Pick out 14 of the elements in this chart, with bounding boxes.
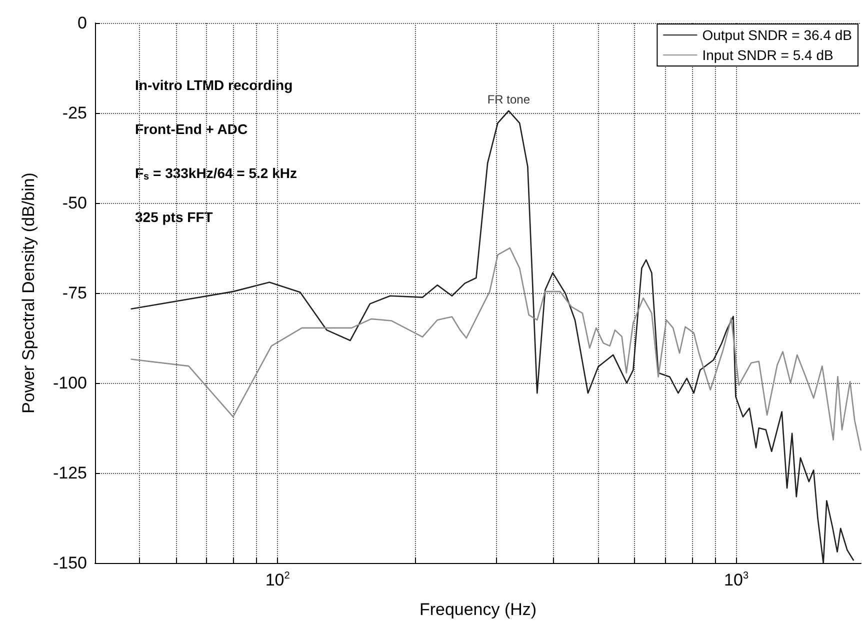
y-tick-label: 0 [78, 14, 87, 32]
annotation: In-vitro LTMD recording [135, 77, 293, 93]
annotation: Front-End + ADC [135, 121, 248, 137]
y-tick-label: -75 [62, 284, 87, 302]
annotation: 325 pts FFT [135, 209, 214, 225]
y-tick-label: -150 [52, 554, 87, 572]
y-tick-label: -25 [62, 104, 87, 122]
y-tick-label: -50 [62, 194, 87, 212]
legend-label: Input SNDR = 5.4 dB [702, 47, 834, 63]
legend-label: Output SNDR = 36.4 dB [702, 27, 852, 43]
y-axis-title: Power Spectral Density (dB/bin) [19, 172, 38, 414]
y-tick-label: -100 [52, 374, 87, 392]
x-axis-title: Frequency (Hz) [419, 600, 537, 619]
y-tick-label: -125 [52, 464, 87, 482]
